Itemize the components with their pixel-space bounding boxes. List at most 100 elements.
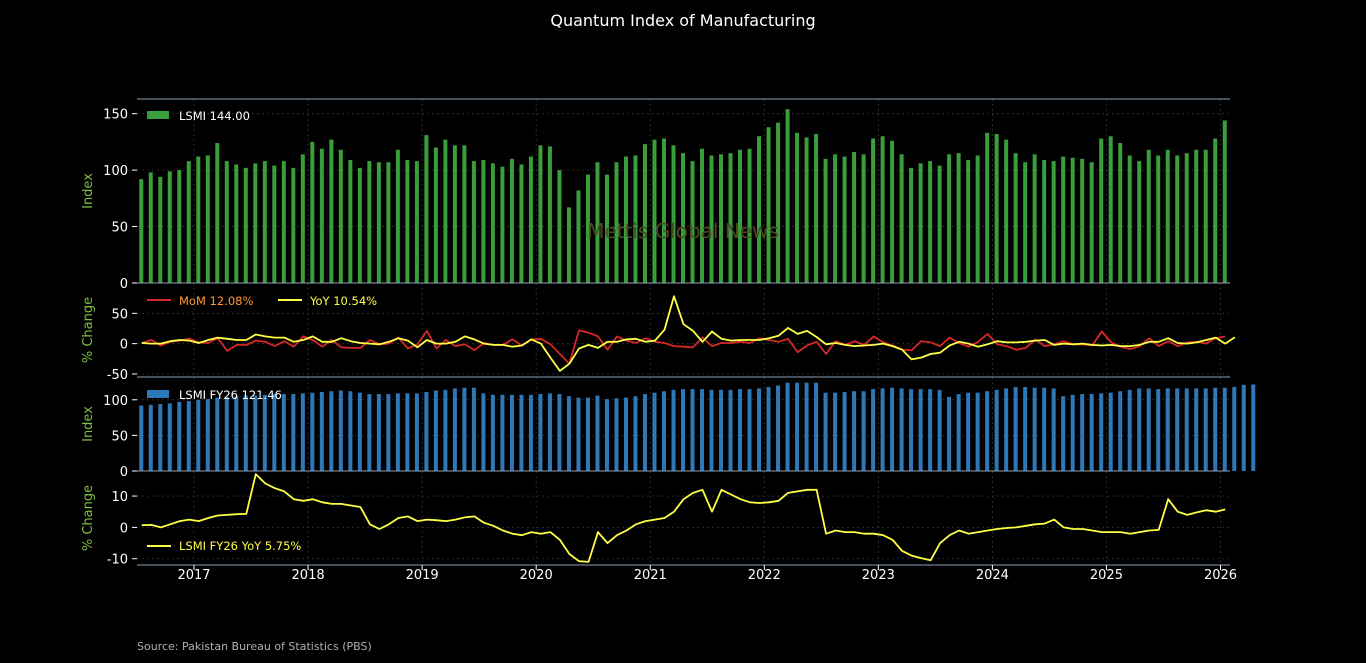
bar [1013,153,1018,283]
bar [1194,149,1199,283]
bar [1165,388,1170,471]
bar [376,162,381,283]
bar [348,159,353,283]
source-note: Source: Pakistan Bureau of Statistics (P… [137,640,372,653]
y-axis-label: % Change [81,297,96,363]
bar [585,174,590,283]
bar [1032,154,1037,283]
bar [234,164,239,283]
bar [947,154,952,283]
bar [804,382,809,471]
bar [205,155,210,283]
bar [738,149,743,283]
bar [566,396,571,471]
bar [1061,156,1066,283]
legend-swatch-lsmi [147,111,169,119]
bar [471,387,476,471]
bar [215,143,220,283]
x-tick-label: 2026 [1204,568,1237,583]
bar [272,165,277,283]
bar [1089,394,1094,471]
bar [443,139,448,283]
bar [1023,162,1028,283]
y-axis-label: Index [81,173,96,209]
bar [395,393,400,471]
bar [1004,139,1009,283]
y-tick-label: 0 [120,338,128,353]
bar [576,190,581,283]
bar [814,382,819,471]
y-tick-label: 100 [103,394,128,409]
bar [1137,388,1142,471]
bar [623,156,628,283]
bar [671,145,676,283]
x-tick-label: 2024 [976,568,1009,583]
bar [272,394,277,471]
bar [1203,149,1208,283]
bar [928,161,933,283]
bar [547,393,552,471]
bar [262,394,267,471]
bar [462,145,467,283]
bar [262,161,267,283]
bar [205,399,210,471]
bar [833,154,838,283]
bar [1175,155,1180,283]
bar [167,171,172,283]
bar [1080,158,1085,283]
bar [604,399,609,471]
bar [909,167,914,283]
y-tick-label: 10 [111,490,128,505]
bar [966,392,971,471]
x-tick-label: 2025 [1090,568,1123,583]
bar [880,388,885,471]
y-axis-label: Index [81,406,96,442]
bar [690,389,695,471]
legend-label-fy26: LSMI FY26 121.46 [179,388,282,402]
bar [585,397,590,471]
y-tick-label: 0 [120,465,128,480]
bar [1127,389,1132,471]
bar [1051,388,1056,471]
y-tick-label: 0 [120,521,128,536]
bar [1222,387,1227,471]
bar [253,395,258,471]
bar [700,389,705,471]
bar [224,161,229,283]
x-tick-label: 2020 [520,568,553,583]
bar [947,396,952,471]
bar [899,154,904,283]
y-tick-label: -10 [107,553,128,568]
bar [310,141,315,283]
bar [975,155,980,283]
x-tick-label: 2022 [748,568,781,583]
bar [291,167,296,283]
bar [747,148,752,283]
bar [1222,120,1227,284]
bar [728,153,733,283]
bar [367,161,372,283]
bar [833,392,838,471]
bar [728,389,733,471]
bar [1118,391,1123,471]
bar [652,139,657,283]
bar [757,388,762,471]
bar [224,396,229,471]
bar [985,391,990,471]
bar [928,389,933,471]
bar [1156,155,1161,283]
bar [528,394,533,471]
bar [719,154,724,283]
bar [1004,388,1009,471]
bar [310,392,315,471]
bar [871,138,876,283]
bar [1070,394,1075,471]
bar [158,404,163,471]
y-tick-label: 0 [120,277,128,292]
bar [1042,159,1047,283]
bar [766,127,771,283]
bar [937,389,942,471]
bar [661,391,666,471]
bar [433,390,438,471]
